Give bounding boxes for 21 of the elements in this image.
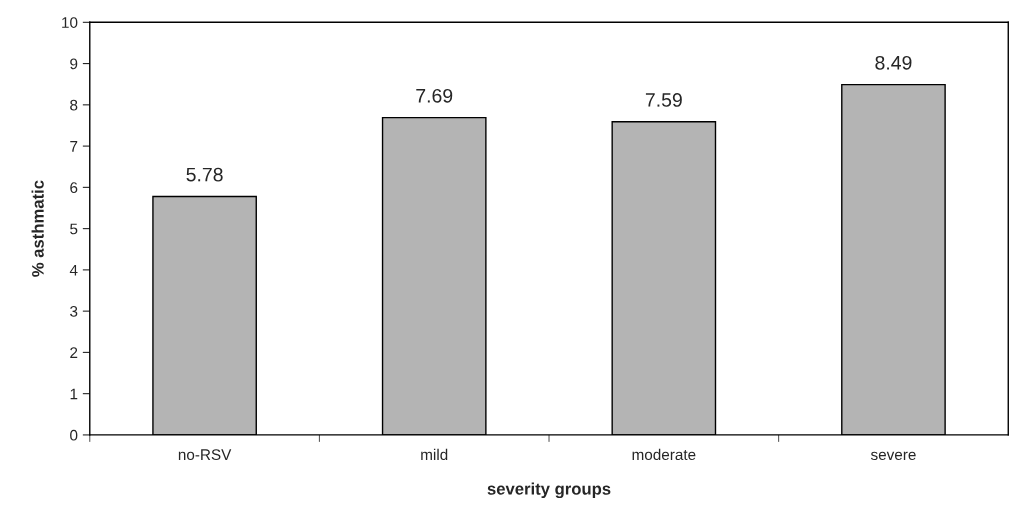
x-axis-title: severity groups (487, 482, 611, 499)
data-label: 7.59 (645, 93, 682, 107)
x-tick-label: moderate (632, 448, 696, 461)
y-tick-label: 3 (70, 306, 78, 317)
data-label: 8.49 (875, 55, 912, 70)
y-tick-label: 0 (70, 429, 78, 441)
y-tick-label: 6 (70, 182, 78, 194)
y-tick-label: 4 (69, 264, 78, 276)
data-label: 5.78 (186, 167, 223, 182)
x-tick-label: severe (870, 451, 916, 461)
y-tick-label: 9 (70, 58, 78, 70)
data-label: 7.69 (416, 88, 453, 103)
y-tick-label: 2 (70, 347, 78, 358)
y-tick-label: 7 (70, 141, 78, 152)
y-tick-label: 8 (70, 99, 78, 111)
y-tick-label: 5 (70, 223, 78, 235)
y-tick-label: 10 (62, 17, 78, 28)
y-axis-title: % asthmatic (31, 180, 44, 277)
x-tick-label: no-RSV (178, 449, 232, 461)
y-tick-label: 1 (70, 388, 78, 400)
x-tick-label: mild (421, 448, 448, 461)
